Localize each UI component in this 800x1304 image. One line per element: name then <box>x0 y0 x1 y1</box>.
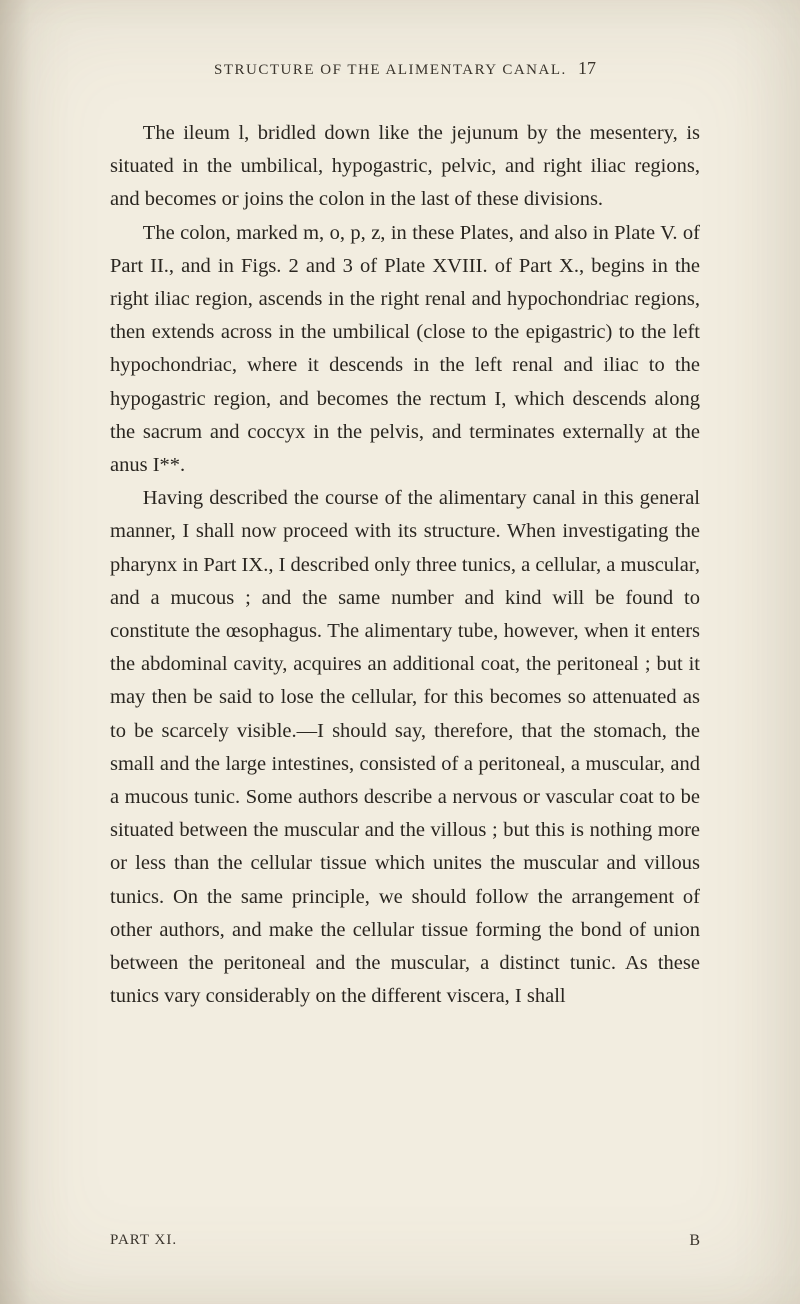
paragraph-2: The colon, marked m, o, p, z, in these P… <box>110 217 700 483</box>
footer: PART XI. B <box>110 1232 700 1250</box>
running-header: STRUCTURE OF THE ALIMENTARY CANAL. 17 <box>110 58 700 79</box>
page: STRUCTURE OF THE ALIMENTARY CANAL. 17 Th… <box>0 0 800 1304</box>
paragraph-3: Having described the course of the alime… <box>110 482 700 1013</box>
running-title: STRUCTURE OF THE ALIMENTARY CANAL. <box>214 62 567 78</box>
paragraph-1: The ileum l, bridled down like the jejun… <box>110 117 700 217</box>
page-number: 17 <box>578 58 596 78</box>
part-label: PART XI. <box>110 1232 177 1250</box>
signature-mark: B <box>689 1232 700 1250</box>
body-text: The ileum l, bridled down like the jejun… <box>110 117 700 1013</box>
